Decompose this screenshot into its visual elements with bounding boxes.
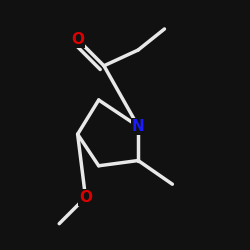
Text: N: N <box>132 119 144 134</box>
Text: O: O <box>71 32 84 47</box>
Text: O: O <box>79 190 92 205</box>
